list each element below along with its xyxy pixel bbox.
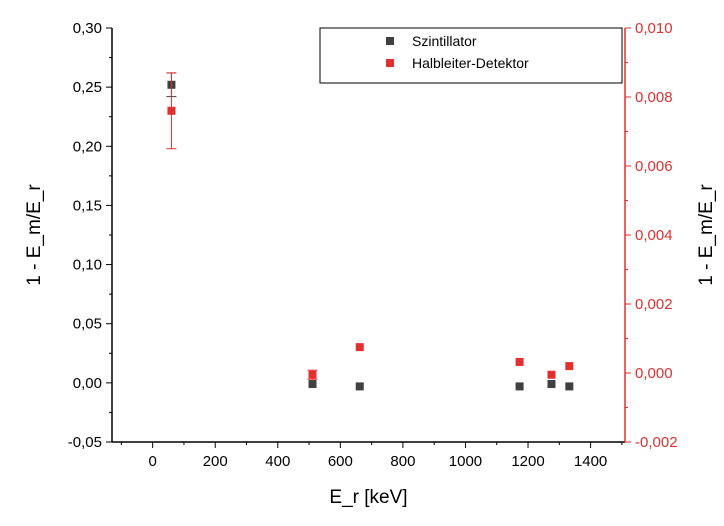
legend-marker-szintillator [386,37,394,45]
y-axis-title: 1 - E_m/E_r [24,184,45,286]
y-tick-label: 0,10 [73,257,102,274]
axes: 0 200 400 600 800 1000 1200 1400 -0,05 0,00 0,05 0,… [68,20,678,470]
y2-tick-label: 0,010 [635,20,673,37]
y2-tick-label: 0,008 [635,89,673,106]
y2-tick-label: 0,006 [635,158,673,175]
legend: Szintillator Halbleiter-Detektor [319,27,623,84]
y2-axis-title: 1 - E_m/E_r [696,184,717,286]
y-tick-label: -0,05 [68,434,102,451]
data-point-szintillator [515,382,524,391]
data-point-halbleiter [565,362,574,371]
y-tick-label: 0,25 [73,79,102,96]
data-point-szintillator [565,382,574,391]
data-point-szintillator [308,380,317,389]
y2-tick-label: 0,004 [635,227,673,244]
x-axis-title: E_r [keV] [329,487,407,508]
y-tick-label: 0,05 [73,316,102,333]
data-point-halbleiter [355,343,364,352]
x-tick-label: 1200 [511,453,544,470]
x-tick-label: 0 [148,453,156,470]
data-marks [166,72,574,391]
legend-marker-halbleiter [386,59,394,67]
data-point-szintillator [355,382,364,391]
x-tick-label: 1400 [574,453,607,470]
data-point-halbleiter [167,106,176,115]
y2-tick-label: 0,002 [635,296,673,313]
y-tick-label: 0,00 [73,375,102,392]
data-point-szintillator [547,380,556,389]
data-point-halbleiter [308,370,317,379]
x-tick-label: 800 [390,453,415,470]
y-tick-label: 0,15 [73,197,102,214]
y2-tick-label: 0,000 [635,365,673,382]
x-tick-label: 600 [328,453,353,470]
x-tick-label: 1000 [449,453,482,470]
y-tick-label: 0,30 [73,20,102,37]
x-tick-label: 200 [203,453,228,470]
y2-tick-label: -0,002 [635,434,678,451]
legend-label-halbleiter: Halbleiter-Detektor [412,55,529,71]
data-point-halbleiter [547,370,556,379]
y-tick-label: 0,20 [73,138,102,155]
legend-label-szintillator: Szintillator [412,33,477,49]
legend-box [319,27,623,84]
x-tick-label: 400 [265,453,290,470]
data-point-halbleiter [515,357,524,366]
